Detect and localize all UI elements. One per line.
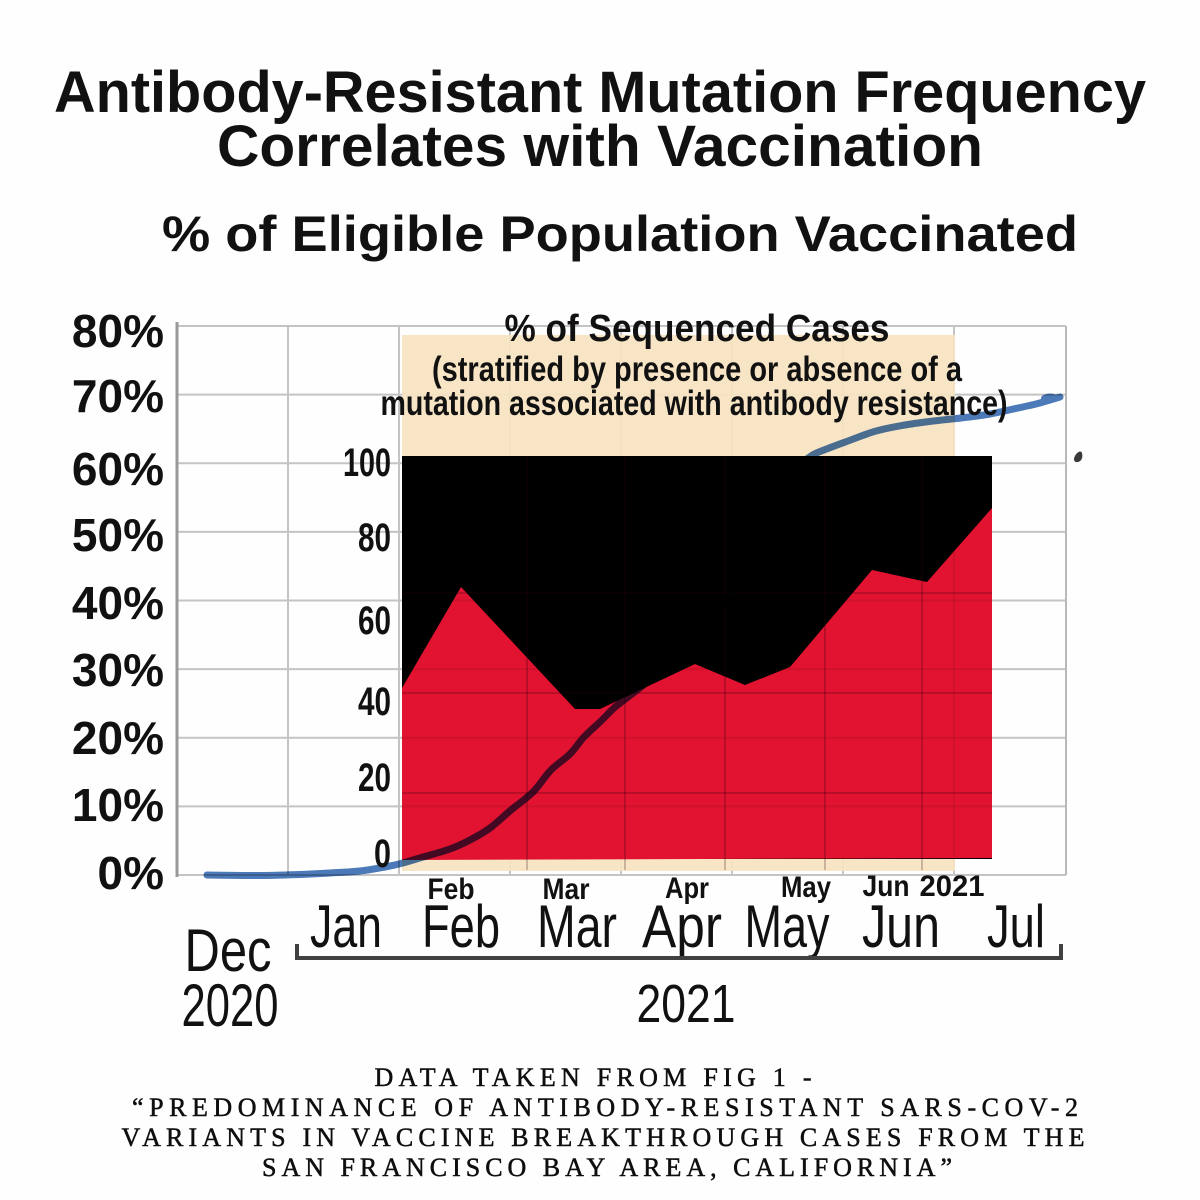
svg-text:May: May (745, 893, 830, 960)
svg-text:Jan: Jan (310, 893, 382, 960)
svg-text:Apr: Apr (642, 893, 722, 960)
svg-text:60%: 60% (72, 443, 164, 495)
svg-text:80: 80 (358, 516, 391, 560)
svg-text:Jun: Jun (863, 870, 910, 903)
svg-text:40%: 40% (72, 577, 164, 629)
svg-text:20: 20 (358, 756, 391, 800)
svg-text:Mar: Mar (537, 893, 617, 960)
svg-text:70%: 70% (72, 370, 164, 422)
svg-text:May: May (781, 871, 831, 904)
svg-text:Feb: Feb (428, 873, 475, 906)
svg-text:0: 0 (374, 832, 391, 876)
svg-text:100: 100 (343, 441, 391, 485)
svg-text:Correlates with Vaccination: Correlates with Vaccination (217, 114, 983, 179)
svg-text:Antibody-Resistant Mutation Fr: Antibody-Resistant Mutation Frequency (54, 60, 1146, 125)
svg-text:Dec: Dec (185, 917, 272, 984)
svg-text:0%: 0% (98, 847, 164, 899)
svg-text:10%: 10% (72, 779, 164, 831)
svg-text:2020: 2020 (182, 972, 279, 1039)
svg-text:30%: 30% (72, 644, 164, 696)
svg-text:60: 60 (358, 599, 391, 643)
svg-text:(stratified by presence or abs: (stratified by presence or absence of a (432, 350, 962, 389)
svg-text:Mar: Mar (543, 873, 590, 906)
svg-text:Apr: Apr (665, 872, 709, 905)
svg-text:20%: 20% (72, 712, 164, 764)
svg-text:mutation associated with antib: mutation associated with antibody resist… (381, 384, 1008, 423)
svg-text:80%: 80% (72, 305, 164, 357)
svg-text:VARIANTS IN VACCINE BREAKTHROU: VARIANTS IN VACCINE BREAKTHROUGH CASES F… (122, 1123, 1085, 1152)
svg-text:“PREDOMINANCE OF ANTIBODY-RESI: “PREDOMINANCE OF ANTIBODY-RESISTANT SARS… (132, 1093, 1078, 1122)
svg-text:Jun: Jun (862, 893, 940, 960)
svg-text:Feb: Feb (422, 893, 500, 960)
svg-text:2021: 2021 (637, 974, 736, 1034)
svg-text:40: 40 (358, 680, 391, 724)
svg-text:% of Eligible Population Vacci: % of Eligible Population Vaccinated (162, 206, 1078, 262)
svg-text:50%: 50% (72, 509, 164, 561)
svg-text:2021: 2021 (920, 870, 985, 903)
svg-text:% of Sequenced Cases: % of Sequenced Cases (505, 308, 890, 350)
svg-text:Jul: Jul (987, 893, 1045, 960)
